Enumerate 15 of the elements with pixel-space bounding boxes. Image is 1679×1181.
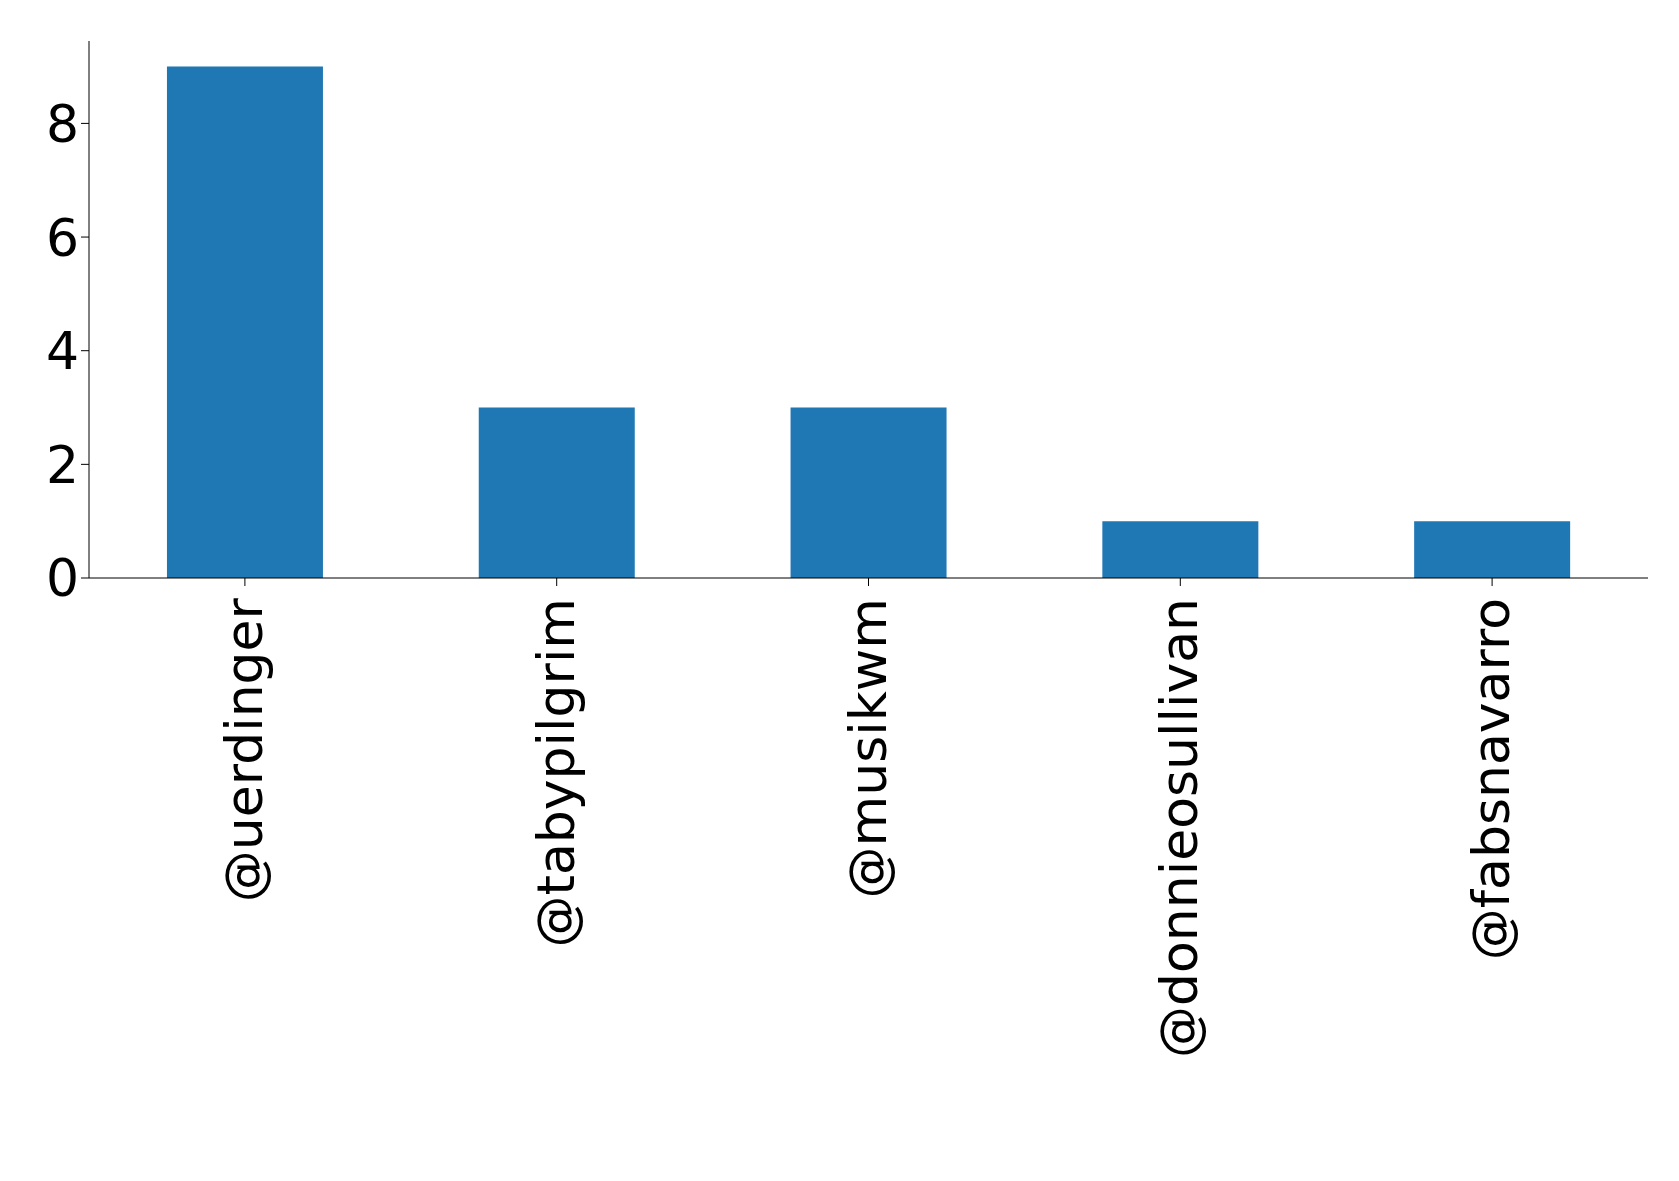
bar bbox=[790, 407, 947, 578]
x-tick-label: @tabypilgrim bbox=[525, 598, 586, 948]
y-tick-label: 4 bbox=[45, 321, 79, 382]
x-tick-label: @uerdinger bbox=[213, 597, 274, 903]
x-tick-label: @donnieosullivan bbox=[1149, 598, 1210, 1058]
x-tick-label: @fabsnavarro bbox=[1461, 598, 1522, 961]
y-tick-label: 0 bbox=[45, 548, 79, 609]
bar bbox=[166, 66, 323, 578]
bar bbox=[1102, 521, 1259, 578]
y-tick-label: 2 bbox=[45, 434, 79, 495]
y-tick-label: 8 bbox=[45, 93, 79, 154]
x-tick-label: @musikwm bbox=[837, 598, 898, 899]
bar bbox=[1414, 521, 1571, 578]
bar bbox=[478, 407, 635, 578]
y-tick-label: 6 bbox=[45, 207, 79, 268]
